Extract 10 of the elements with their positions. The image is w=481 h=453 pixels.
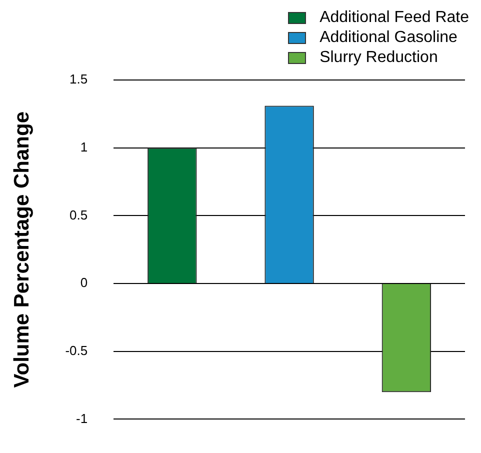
y-tick-label: -0.5 bbox=[65, 342, 88, 358]
y-tick-label: 1 bbox=[80, 139, 88, 154]
y-tick-label: 0.5 bbox=[70, 207, 88, 222]
y-tick-label: -1 bbox=[76, 410, 88, 426]
legend-label: Slurry Reduction bbox=[320, 49, 438, 67]
legend-label: Additional Gasoline bbox=[320, 29, 458, 47]
y-axis-title: Volume Percentage Change bbox=[10, 112, 34, 388]
y-tick-label: 1.5 bbox=[70, 72, 88, 87]
legend-label: Additional Feed Rate bbox=[320, 9, 469, 27]
y-tick-label: 0 bbox=[80, 275, 88, 290]
